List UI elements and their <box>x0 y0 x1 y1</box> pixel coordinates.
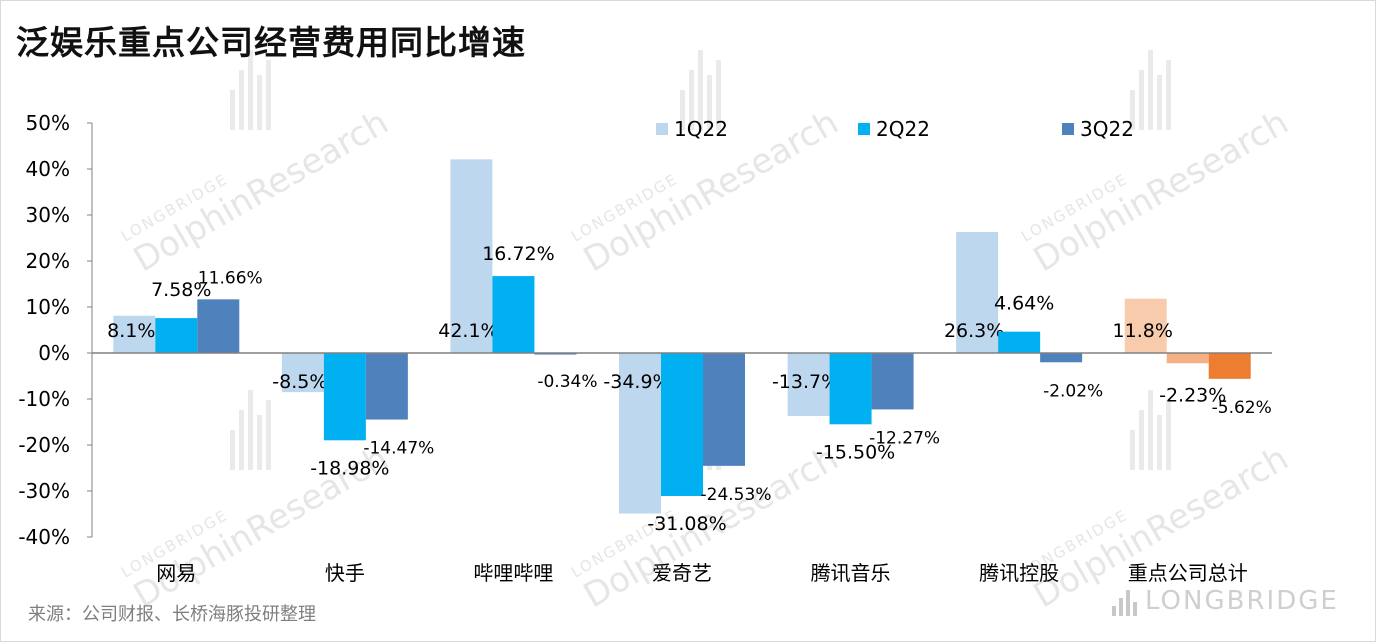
bar-1Q22 <box>1124 298 1167 353</box>
data-label: 26.3% <box>944 320 1004 342</box>
data-label: -31.08% <box>647 513 726 535</box>
legend-label: 1Q22 <box>674 117 728 141</box>
y-tick-label: 40% <box>26 157 70 181</box>
watermark-bars <box>1130 380 1171 470</box>
data-label: 11.66% <box>198 268 263 288</box>
legend-swatch <box>858 123 870 135</box>
data-label: 16.72% <box>482 243 554 265</box>
x-category-label: 哔哩哔哩 <box>473 561 553 585</box>
legend-swatch <box>656 123 668 135</box>
bar-3Q22 <box>871 353 914 410</box>
data-label: -12.27% <box>869 428 940 448</box>
x-category-label: 腾讯控股 <box>979 561 1059 585</box>
watermark-bars <box>230 380 271 470</box>
bar-3Q22 <box>197 299 240 353</box>
bar-3Q22 <box>534 353 577 355</box>
x-category-label: 爱奇艺 <box>652 561 712 585</box>
data-label: 11.8% <box>1113 320 1173 342</box>
watermark-bars <box>1130 40 1171 130</box>
data-label: 7.58% <box>151 279 211 301</box>
x-category-label: 快手 <box>325 561 365 585</box>
bar-2Q22 <box>829 353 872 425</box>
bar-1Q22 <box>956 232 999 353</box>
data-label: 8.1% <box>107 320 155 342</box>
data-label: 4.64% <box>994 293 1054 315</box>
x-category-label: 腾讯音乐 <box>811 561 891 585</box>
bar-1Q22 <box>450 159 493 353</box>
x-category-label: 网易 <box>156 561 196 585</box>
y-tick-label: -10% <box>18 387 70 411</box>
y-tick-label: -20% <box>18 433 70 457</box>
bar-3Q22 <box>1208 353 1251 379</box>
legend-label: 2Q22 <box>876 117 930 141</box>
bar-1Q22 <box>113 315 156 353</box>
brand-icon <box>1112 586 1137 616</box>
bar-2Q22 <box>155 318 198 353</box>
data-label: -0.34% <box>537 372 597 392</box>
bar-3Q22 <box>1040 353 1083 363</box>
data-label: -14.47% <box>363 439 434 459</box>
data-label: -8.5% <box>272 371 327 393</box>
data-label: -24.53% <box>701 485 772 505</box>
bar-2Q22 <box>998 331 1041 353</box>
y-tick-label: 30% <box>26 203 70 227</box>
data-label: -34.9% <box>603 371 670 393</box>
data-label: -18.98% <box>310 457 389 479</box>
y-tick-label: -30% <box>18 479 70 503</box>
legend-label: 3Q22 <box>1080 117 1134 141</box>
watermark-bars <box>230 40 271 130</box>
data-label: -2.02% <box>1043 381 1103 401</box>
data-label: -5.62% <box>1212 398 1272 418</box>
y-tick-label: 20% <box>26 249 70 273</box>
bar-1Q22 <box>787 353 830 417</box>
bar-2Q22 <box>323 353 366 441</box>
bar-3Q22 <box>365 353 408 420</box>
bar-2Q22 <box>661 353 703 496</box>
watermark-bars <box>680 40 721 130</box>
bar-3Q22 <box>703 353 745 466</box>
chart-title: 泛娱乐重点公司经营费用同比增速 <box>16 23 526 62</box>
data-label: 42.1% <box>438 320 498 342</box>
bar-2Q22 <box>492 276 535 353</box>
bar-2Q22 <box>1166 353 1209 364</box>
x-category-label: 重点公司总计 <box>1128 561 1248 585</box>
y-tick-label: 0% <box>38 341 70 365</box>
brand-text: LONGBRIDGE <box>1145 586 1339 616</box>
y-tick-label: -40% <box>18 525 70 549</box>
y-tick-label: 10% <box>26 295 70 319</box>
bar-1Q22 <box>281 353 324 393</box>
legend-swatch <box>1062 123 1074 135</box>
bar-1Q22 <box>619 353 661 514</box>
data-label: -13.7% <box>772 371 839 393</box>
brand-logo: LONGBRIDGE <box>1112 586 1339 616</box>
data-label: -2.23% <box>1159 384 1226 406</box>
data-label: -15.50% <box>816 441 895 463</box>
y-tick-label: 50% <box>26 111 70 135</box>
source-note: 来源：公司财报、长桥海豚投研整理 <box>28 604 316 625</box>
